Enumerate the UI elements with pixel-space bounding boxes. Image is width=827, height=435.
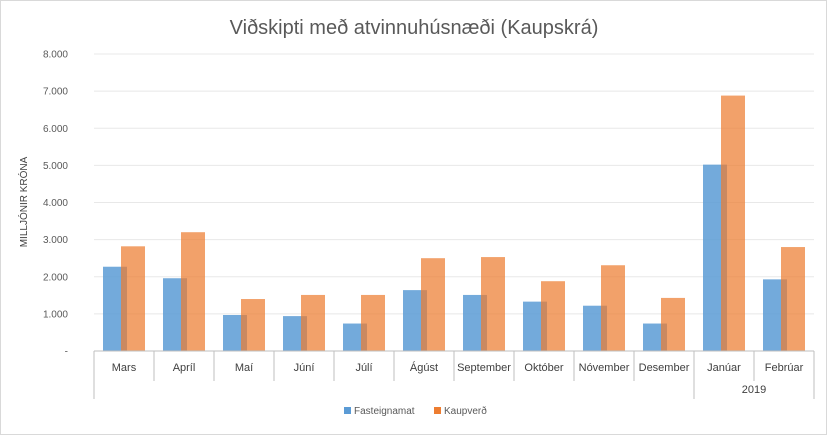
- bar-Kaupverð: [781, 247, 805, 351]
- bar-Kaupverð: [541, 281, 565, 351]
- bar-Kaupverð: [241, 299, 265, 351]
- y-tick-label: 7.000: [43, 87, 68, 98]
- y-axis-ticks: - 1.000 2.000 3.000 4.000 5.000 6.000 7.000 8.00…: [43, 50, 68, 358]
- bar-Kaupverð: [721, 95, 745, 351]
- bar-Kaupverð: [301, 294, 325, 351]
- bar-Kaupverð: [361, 294, 385, 351]
- category-label: Júní: [294, 362, 315, 374]
- y-tick-label: 5.000: [43, 161, 68, 172]
- category-label: Desember: [639, 362, 690, 374]
- bar-Kaupverð: [421, 258, 445, 351]
- bar-Kaupverð: [601, 265, 625, 351]
- category-label: Febrúar: [765, 362, 804, 374]
- bar-Kaupverð: [481, 257, 505, 351]
- category-label: Apríl: [173, 362, 196, 374]
- gridlines: [94, 53, 814, 315]
- bars: [103, 95, 805, 351]
- group-label: 2019: [742, 384, 766, 396]
- y-tick-label: 8.000: [43, 50, 68, 61]
- y-axis-title: MILLJÓNIR KRÓNA: [17, 156, 30, 247]
- bar-Kaupverð: [121, 246, 145, 351]
- category-label: September: [457, 362, 511, 374]
- category-label: Janúar: [707, 362, 741, 374]
- y-tick-label: 1.000: [43, 309, 68, 320]
- category-label: Nóvember: [579, 362, 630, 374]
- category-label: Október: [524, 362, 563, 374]
- chart-title: Viðskipti með atvinnuhúsnæði (Kaupskrá): [230, 17, 599, 39]
- legend: Fasteignamat Kaupverð: [344, 405, 487, 417]
- y-tick-label: -: [65, 347, 68, 358]
- legend-label-Kaupverð: Kaupverð: [444, 405, 487, 417]
- category-label: Júlí: [355, 362, 372, 374]
- legend-swatch-Kaupverð: [434, 407, 441, 414]
- y-tick-label: 6.000: [43, 124, 68, 135]
- x-axis: Mars Apríl Maí Júní Júlí Ágúst September Októbe…: [93, 350, 815, 399]
- bar-Kaupverð: [661, 297, 685, 351]
- bar-Kaupverð: [181, 232, 205, 351]
- y-tick-label: 2.000: [43, 272, 68, 283]
- y-tick-label: 4.000: [43, 198, 68, 209]
- category-label: Maí: [235, 362, 253, 374]
- category-label: Ágúst: [410, 361, 438, 374]
- y-tick-label: 3.000: [43, 235, 68, 246]
- category-label: Mars: [112, 362, 137, 374]
- legend-label-Fasteignamat: Fasteignamat: [354, 406, 415, 417]
- legend-swatch-Fasteignamat: [344, 407, 351, 414]
